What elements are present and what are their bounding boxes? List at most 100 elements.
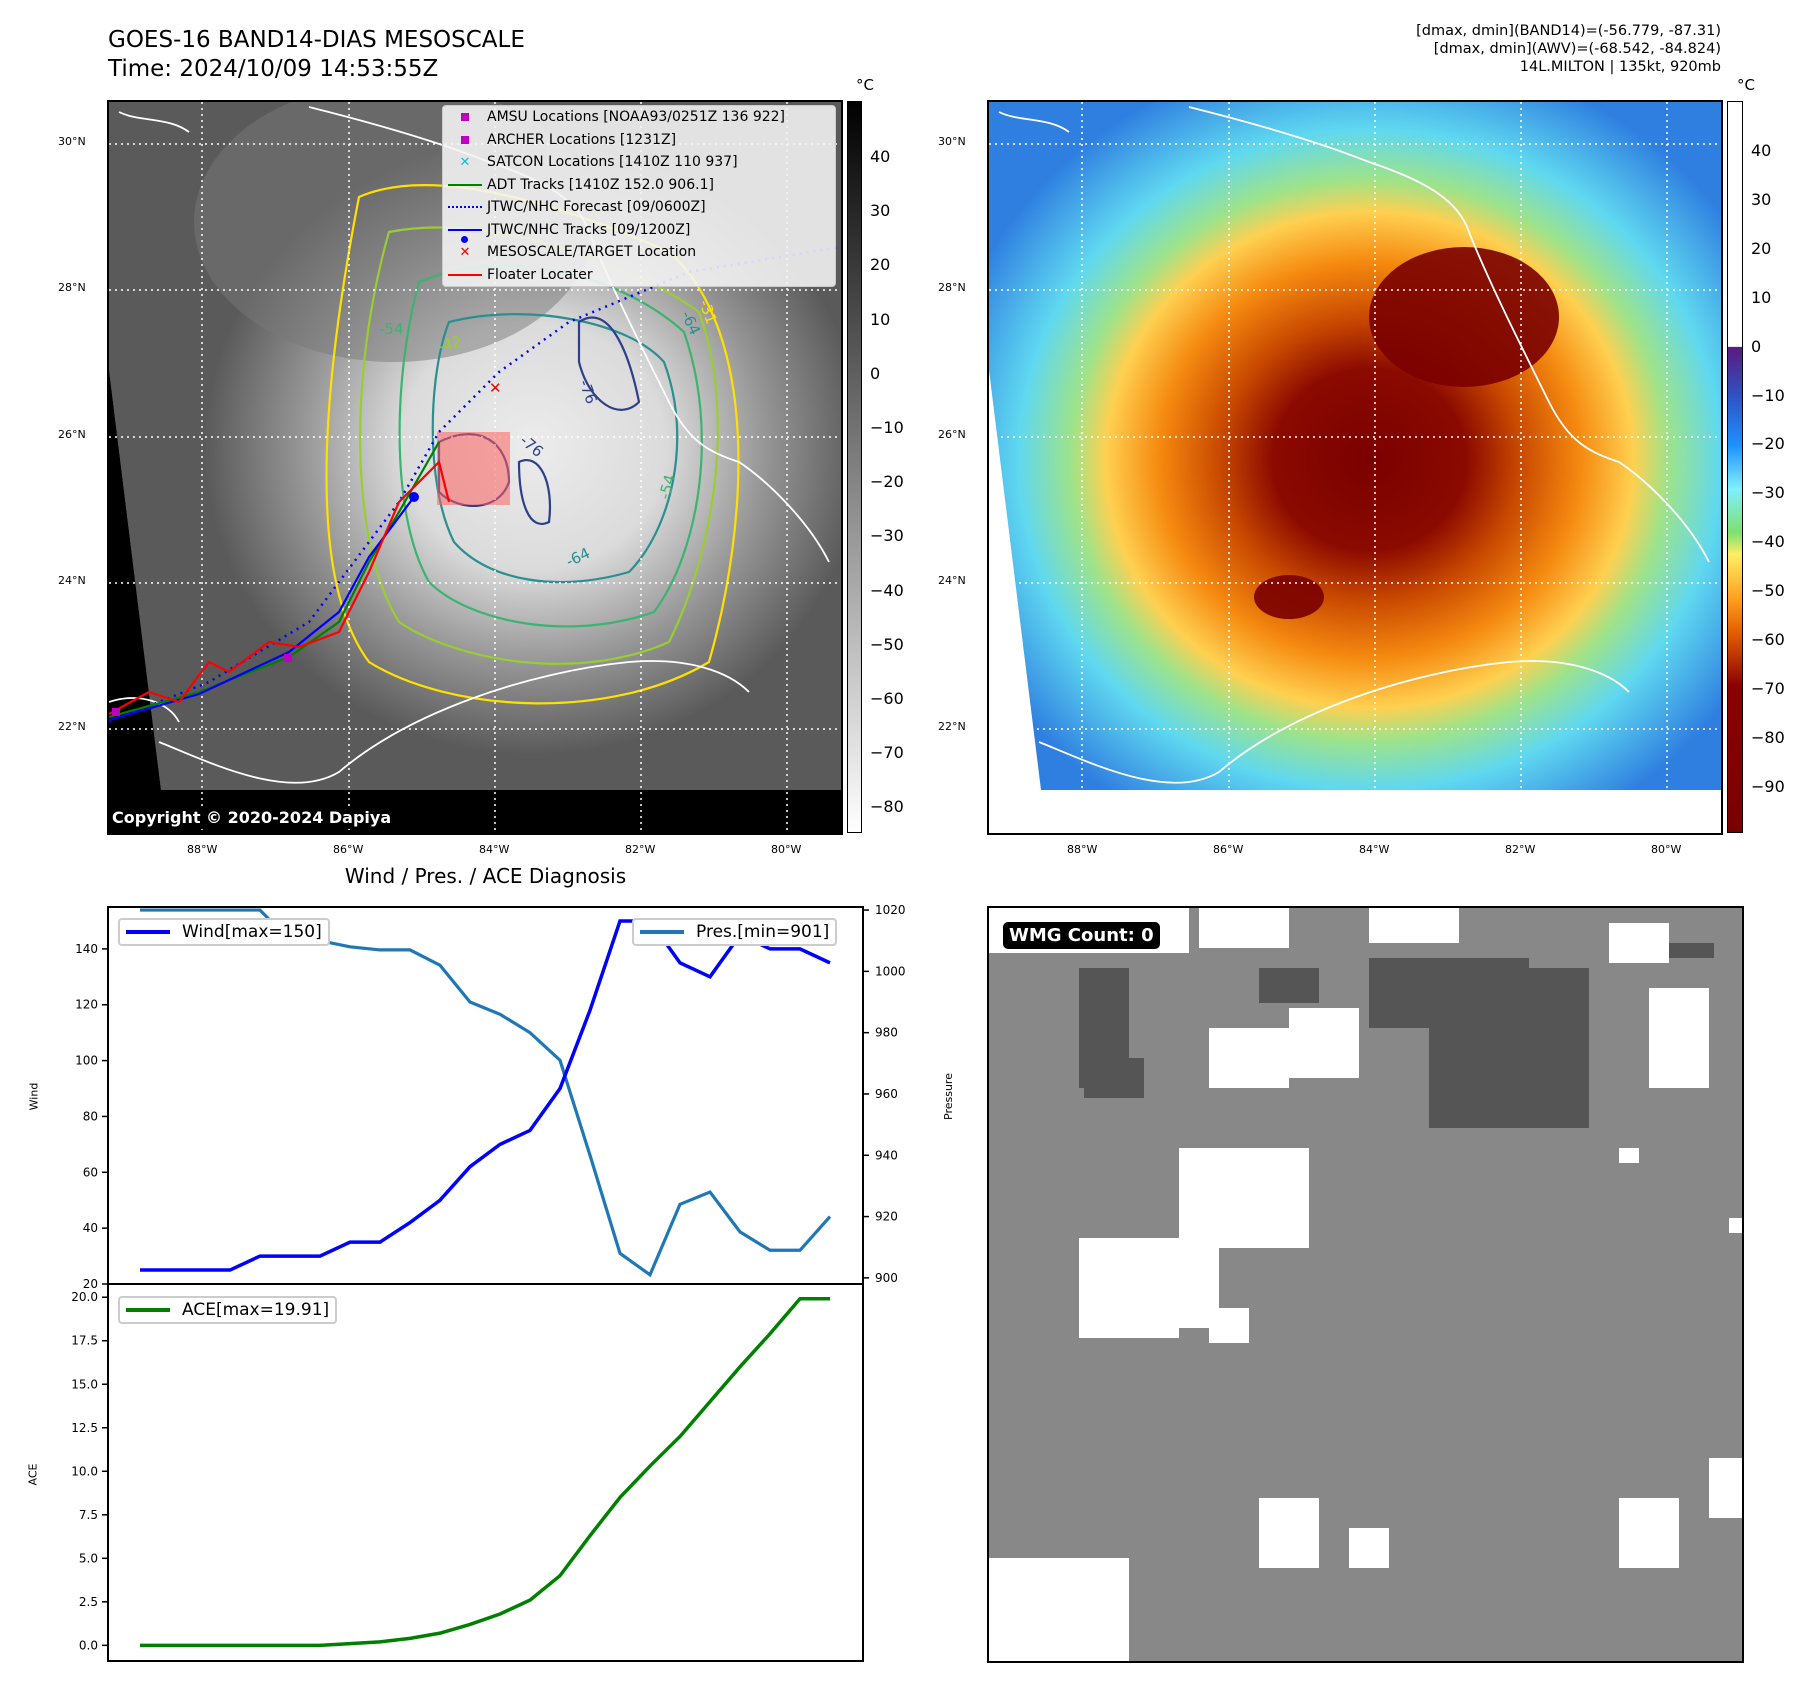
ir-colorbar-tick-label: −80 <box>870 797 904 817</box>
contour-label: -54 <box>379 320 404 338</box>
ir-colorbar-tick-label: 40 <box>870 147 891 166</box>
wind-axis-label: Wind <box>27 1082 41 1111</box>
ir-lat-label: 28°N <box>58 281 86 294</box>
awv-lon-label: 84°W <box>1359 843 1390 856</box>
legend-label: SATCON Locations [1410Z 110 937] <box>487 154 738 171</box>
x-marker-icon: ✕ <box>459 244 471 260</box>
floater-locater-box <box>437 432 510 505</box>
ir-lon-label: 88°W <box>187 843 218 856</box>
awv-colorbar-tick-label: 0 <box>1751 336 1762 356</box>
awv-colorbar-tick-label: −70 <box>1751 678 1785 698</box>
legend-label: JTWC/NHC Tracks [09/1200Z] <box>487 221 691 238</box>
jtwc-current-position <box>409 492 419 502</box>
ace-tick-label: 20.0 <box>71 1290 98 1304</box>
wind-tick-label: 40 <box>83 1221 98 1235</box>
pressure-legend: Pres.[min=901] <box>632 918 838 946</box>
line-marker-icon <box>443 273 487 276</box>
pressure-tick-label: 1020 <box>875 903 906 917</box>
wind-tick-label: 60 <box>83 1165 98 1179</box>
map-legend: AMSU Locations [NOAA93/0251Z 136 922] AR… <box>442 105 836 287</box>
awv-colorbar-tick-label: −40 <box>1751 532 1785 552</box>
diagnosis-title: Wind / Pres. / ACE Diagnosis <box>344 864 627 888</box>
pressure-tick-label: 940 <box>875 1148 898 1162</box>
awv-colorbar-tick-label: 20 <box>1751 238 1772 258</box>
awv-lat-label: 22°N <box>938 720 966 733</box>
ir-lat-label: 30°N <box>58 135 86 148</box>
wind-pressure-chart: 20 40 60 80 100 120 140 900 920 940 960 980 1000 1020… <box>71 903 906 1662</box>
ir-lon-label: 86°W <box>333 843 364 856</box>
legend-item-satcon: ✕ SATCON Locations [1410Z 110 937] <box>443 151 835 174</box>
awv-colorbar-tick-label: −90 <box>1751 776 1785 796</box>
awv-satellite-map <box>987 100 1723 835</box>
ace-axis-label: ACE <box>26 1463 40 1486</box>
awv-colorbar <box>1727 101 1743 833</box>
wind-tick-label: 80 <box>83 1109 98 1123</box>
awv-colorbar-tick-label: −10 <box>1751 385 1785 405</box>
awv-colorbar-unit: °C <box>1737 76 1755 94</box>
ace-tick-label: 7.5 <box>79 1508 98 1522</box>
pressure-tick-label: 1000 <box>875 964 906 978</box>
ir-colorbar-tick-label: 10 <box>870 309 891 329</box>
info-band14-range: [dmax, dmin](BAND14)=(-56.779, -87.31) <box>1416 23 1721 39</box>
ace-tick-label: 17.5 <box>71 1334 98 1348</box>
ir-colorbar-tick-label: 0 <box>870 363 881 383</box>
ace-legend: ACE[max=19.91] <box>118 1296 338 1324</box>
square-marker-icon <box>443 113 487 122</box>
wind-tick-label: 120 <box>75 998 98 1012</box>
legend-item-jtwc-forecast: JTWC/NHC Forecast [09/0600Z] <box>443 196 835 219</box>
pressure-tick-label: 920 <box>875 1210 898 1224</box>
pressure-line <box>140 908 832 1278</box>
ir-colorbar-tick-label: 20 <box>870 255 891 275</box>
wmg-cold-cells <box>1079 943 1714 1128</box>
pressure-legend-label: Pres.[min=901] <box>696 922 830 942</box>
ir-colorbar <box>847 101 862 833</box>
line-marker-icon <box>443 183 487 186</box>
ir-lon-label: 80°W <box>771 843 802 856</box>
legend-item-amsu: AMSU Locations [NOAA93/0251Z 136 922] <box>443 106 835 129</box>
legend-item-mesoscale: ✕ MESOSCALE/TARGET Location <box>443 241 835 264</box>
ir-colorbar-tick-label: −70 <box>870 743 904 763</box>
pressure-tick-label: 960 <box>875 1087 898 1101</box>
awv-colorbar-tick-label: 30 <box>1751 189 1772 209</box>
info-storm-summary: 14L.MILTON | 135kt, 920mb <box>1519 59 1721 75</box>
ir-lat-label: 26°N <box>58 428 86 441</box>
awv-colorbar-tick-label: −20 <box>1751 434 1785 454</box>
ir-colorbar-tick-label: −50 <box>870 634 904 654</box>
ir-satellite-map: -54 -76 -76 -54 -64 -64 -42 -31 <box>107 100 843 835</box>
info-awv-range: [dmax, dmin](AWV)=(-68.542, -84.824) <box>1433 41 1721 57</box>
awv-lon-label: 88°W <box>1067 843 1098 856</box>
x-marker-icon: ✕ <box>459 154 471 170</box>
mesoscale-target-marker: ✕ <box>489 379 502 397</box>
square-marker-icon <box>443 135 487 144</box>
awv-lat-label: 24°N <box>938 574 966 587</box>
awv-lat-label: 26°N <box>938 428 966 441</box>
awv-lon-label: 86°W <box>1213 843 1244 856</box>
legend-label: MESOSCALE/TARGET Location <box>487 244 697 261</box>
ir-colorbar-unit: °C <box>856 76 874 94</box>
wind-tick-label: 100 <box>75 1054 98 1068</box>
awv-lon-label: 82°W <box>1505 843 1536 856</box>
contour-label: -54 <box>655 473 679 501</box>
awv-colorbar-tick-label: −50 <box>1751 581 1785 601</box>
title-line-1: GOES-16 BAND14-DIAS MESOSCALE <box>108 27 525 53</box>
ir-lon-label: 82°W <box>625 843 656 856</box>
awv-colorbar-tick-label: 40 <box>1751 141 1772 160</box>
legend-label: JTWC/NHC Forecast [09/0600Z] <box>487 199 706 216</box>
floater-track <box>109 459 451 715</box>
data-range-info: [dmax, dmin](BAND14)=(-56.779, -87.31) [… <box>1416 22 1721 76</box>
awv-colorbar-tick-label: −30 <box>1751 483 1785 503</box>
pressure-tick-label: 980 <box>875 1026 898 1040</box>
ace-legend-label: ACE[max=19.91] <box>182 1300 330 1320</box>
awv-colorbar-tick-label: 10 <box>1751 287 1772 307</box>
wind-plot-frame <box>107 906 864 1285</box>
legend-label: Floater Locater <box>487 266 593 283</box>
wind-legend: Wind[max=150] <box>118 918 330 946</box>
amsu-marker <box>112 708 120 716</box>
gridlines <box>989 102 1721 833</box>
legend-label: ADT Tracks [1410Z 152.0 906.1] <box>487 176 714 193</box>
legend-label: AMSU Locations [NOAA93/0251Z 136 922] <box>487 109 786 126</box>
adt-track <box>109 441 440 719</box>
wmg-grid <box>989 908 1742 1661</box>
figure-title: GOES-16 BAND14-DIAS MESOSCALE Time: 2024… <box>108 26 525 84</box>
ace-line <box>140 1297 830 1648</box>
